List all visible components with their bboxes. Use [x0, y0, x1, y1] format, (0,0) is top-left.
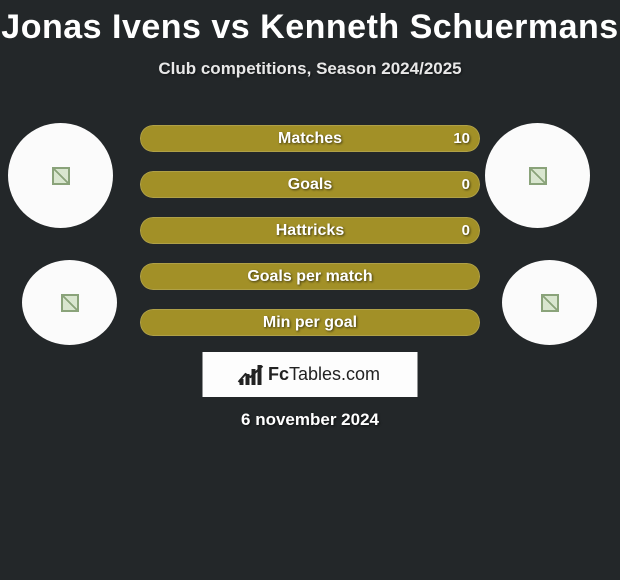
team1-avatar — [22, 260, 117, 345]
stat-bar-value: 0 — [462, 171, 470, 198]
image-placeholder-icon — [529, 167, 547, 185]
stat-bars: Matches10Goals0Hattricks0Goals per match… — [140, 125, 480, 355]
stat-bar-row: Goals per match — [140, 263, 480, 290]
logo-box: FcTables.com — [203, 352, 418, 397]
image-placeholder-icon — [541, 294, 559, 312]
image-placeholder-icon — [61, 294, 79, 312]
stat-bar-label: Hattricks — [140, 217, 480, 244]
stat-bar-row: Goals0 — [140, 171, 480, 198]
stat-bar-row: Hattricks0 — [140, 217, 480, 244]
bar-chart-icon — [240, 365, 262, 385]
stat-bar-value: 10 — [453, 125, 470, 152]
date-text: 6 november 2024 — [0, 410, 620, 430]
logo-suffix: Tables.com — [289, 364, 380, 384]
stat-bar-label: Goals — [140, 171, 480, 198]
page-title: Jonas Ivens vs Kenneth Schuermans — [0, 0, 620, 47]
team2-avatar — [502, 260, 597, 345]
image-placeholder-icon — [52, 167, 70, 185]
subtitle: Club competitions, Season 2024/2025 — [0, 59, 620, 79]
player1-avatar — [8, 123, 113, 228]
stat-bar-row: Min per goal — [140, 309, 480, 336]
logo-text: FcTables.com — [268, 364, 380, 385]
stat-bar-row: Matches10 — [140, 125, 480, 152]
stat-bar-value: 0 — [462, 217, 470, 244]
player2-avatar — [485, 123, 590, 228]
logo-prefix: Fc — [268, 364, 289, 384]
stat-bar-label: Min per goal — [140, 309, 480, 336]
stat-bar-label: Goals per match — [140, 263, 480, 290]
stat-bar-label: Matches — [140, 125, 480, 152]
